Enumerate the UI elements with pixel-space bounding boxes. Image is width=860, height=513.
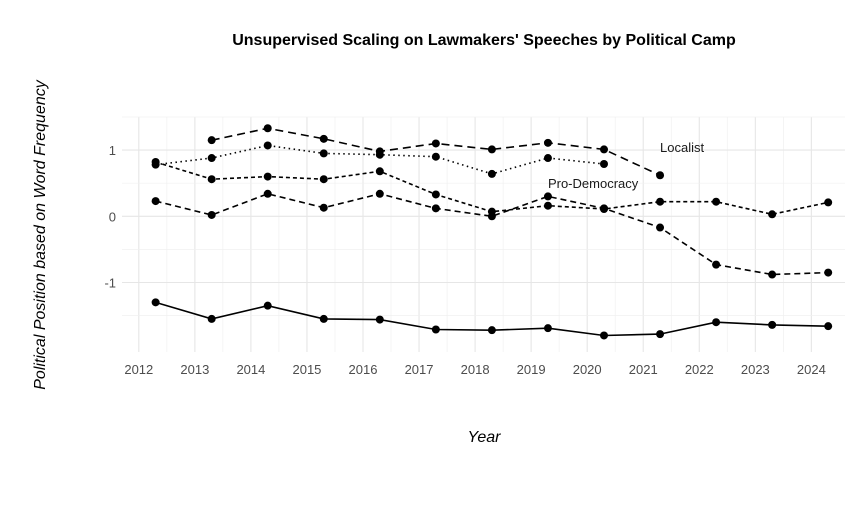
y-tick-label: -1 <box>104 275 116 290</box>
data-point-pro-beijing <box>824 268 833 277</box>
data-point-pro-democracy <box>263 141 272 150</box>
x-tick-label: 2022 <box>685 362 714 377</box>
data-point-pro-beijing <box>656 223 665 232</box>
data-point-gov-t-official <box>543 324 552 333</box>
x-tick-label: 2019 <box>517 362 546 377</box>
data-point-localist <box>656 171 665 180</box>
data-point-independent <box>543 201 552 210</box>
x-axis-ticks: 2012 2013 2014 2015 2016 2017 2018 2019 2020 2021… <box>124 362 825 377</box>
data-point-pro-democracy <box>207 154 216 163</box>
data-point-independent <box>712 197 721 206</box>
data-point-pro-beijing <box>487 212 496 221</box>
data-point-gov-t-official <box>768 320 777 329</box>
data-point-pro-beijing <box>319 203 328 212</box>
grid <box>122 116 845 352</box>
x-tick-label: 2017 <box>405 362 434 377</box>
data-point-pro-democracy <box>431 152 440 161</box>
data-point-gov-t-official <box>319 314 328 323</box>
y-tick-label: 1 <box>109 143 116 158</box>
x-axis-title: Year <box>468 429 502 446</box>
data-point-localist <box>431 139 440 148</box>
data-point-pro-democracy <box>600 160 608 168</box>
series-group <box>151 124 833 340</box>
data-point-gov-t-official <box>207 314 216 323</box>
chart-title: Unsupervised Scaling on Lawmakers' Speec… <box>232 32 736 49</box>
data-point-localist <box>543 138 552 147</box>
data-point-gov-t-official <box>656 330 665 339</box>
data-point-pro-beijing <box>375 189 384 198</box>
data-point-gov-t-official <box>487 326 496 335</box>
data-point-localist <box>207 136 216 145</box>
data-point-pro-democracy <box>543 154 552 163</box>
x-tick-label: 2018 <box>461 362 490 377</box>
x-tick-label: 2024 <box>797 362 826 377</box>
data-point-independent <box>151 158 160 167</box>
data-point-localist <box>263 124 272 133</box>
data-point-pro-beijing <box>712 260 721 269</box>
data-point-independent <box>375 167 384 176</box>
x-tick-label: 2014 <box>236 362 265 377</box>
y-tick-label: 0 <box>109 209 116 224</box>
y-axis-title: Political Position based on Word Frequen… <box>32 79 49 389</box>
data-point-pro-beijing <box>600 204 608 213</box>
data-point-gov-t-official <box>151 298 160 307</box>
x-tick-label: 2013 <box>180 362 209 377</box>
data-point-independent <box>431 190 440 199</box>
data-point-independent <box>768 210 777 219</box>
series-line-pro-democracy <box>155 144 605 175</box>
data-point-gov-t-official <box>375 315 384 324</box>
data-point-pro-democracy <box>487 169 496 178</box>
x-tick-label: 2012 <box>124 362 153 377</box>
data-point-localist <box>600 145 608 154</box>
data-point-gov-t-official <box>263 301 272 310</box>
data-point-independent <box>319 175 328 184</box>
x-tick-label: 2015 <box>292 362 321 377</box>
data-point-independent <box>824 198 833 207</box>
data-point-gov-t-official <box>712 318 721 327</box>
x-tick-label: 2020 <box>573 362 602 377</box>
x-tick-label: 2016 <box>349 362 378 377</box>
data-point-gov-t-official <box>600 331 608 340</box>
data-point-pro-democracy <box>319 149 328 158</box>
data-point-pro-beijing <box>431 204 440 213</box>
data-point-gov-t-official <box>824 322 833 331</box>
y-axis-ticks: 1 0 -1 <box>104 143 116 290</box>
x-tick-label: 2021 <box>629 362 658 377</box>
series-labels: LocalistPro-DemocracyIndependentPro-Beij… <box>548 140 705 191</box>
series-label: Pro-Democracy <box>548 176 639 191</box>
data-point-independent <box>207 175 216 184</box>
series-label: Localist <box>660 140 704 155</box>
data-point-gov-t-official <box>431 325 440 334</box>
data-point-pro-beijing <box>543 192 552 201</box>
data-point-pro-beijing <box>151 197 160 206</box>
data-point-pro-beijing <box>207 210 216 219</box>
data-point-localist <box>487 145 496 154</box>
data-point-localist <box>319 134 328 143</box>
data-point-independent <box>656 197 665 206</box>
x-tick-label: 2023 <box>741 362 770 377</box>
data-point-independent <box>263 172 272 181</box>
data-point-pro-beijing <box>768 270 777 279</box>
data-point-pro-beijing <box>263 189 272 198</box>
data-point-pro-democracy <box>375 150 384 159</box>
